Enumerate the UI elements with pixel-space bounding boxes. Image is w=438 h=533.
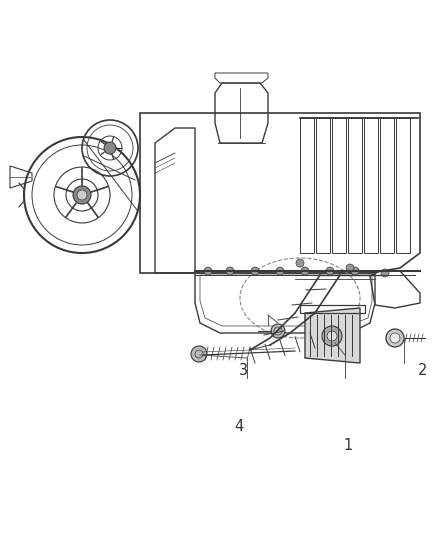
- Text: 4: 4: [234, 419, 244, 434]
- Circle shape: [204, 267, 212, 275]
- Text: 2: 2: [418, 363, 427, 378]
- Bar: [332, 118, 346, 253]
- Bar: [364, 118, 378, 253]
- Circle shape: [386, 329, 404, 347]
- Circle shape: [191, 346, 207, 362]
- Bar: [396, 118, 410, 253]
- Circle shape: [346, 264, 354, 272]
- Text: 3: 3: [239, 363, 247, 378]
- Text: 1: 1: [343, 438, 353, 453]
- Bar: [300, 118, 314, 253]
- Circle shape: [226, 267, 234, 275]
- Circle shape: [327, 331, 337, 341]
- Circle shape: [276, 267, 284, 275]
- Circle shape: [390, 333, 400, 343]
- Circle shape: [301, 267, 309, 275]
- Bar: [348, 118, 362, 253]
- Circle shape: [351, 267, 359, 275]
- Circle shape: [326, 267, 334, 275]
- Circle shape: [381, 269, 389, 277]
- Circle shape: [251, 267, 259, 275]
- Circle shape: [322, 326, 342, 346]
- Bar: [380, 118, 394, 253]
- Circle shape: [73, 186, 91, 204]
- Bar: [316, 118, 330, 253]
- Circle shape: [271, 324, 285, 338]
- Polygon shape: [305, 308, 360, 363]
- Circle shape: [77, 190, 87, 200]
- Circle shape: [296, 259, 304, 267]
- Circle shape: [104, 142, 116, 154]
